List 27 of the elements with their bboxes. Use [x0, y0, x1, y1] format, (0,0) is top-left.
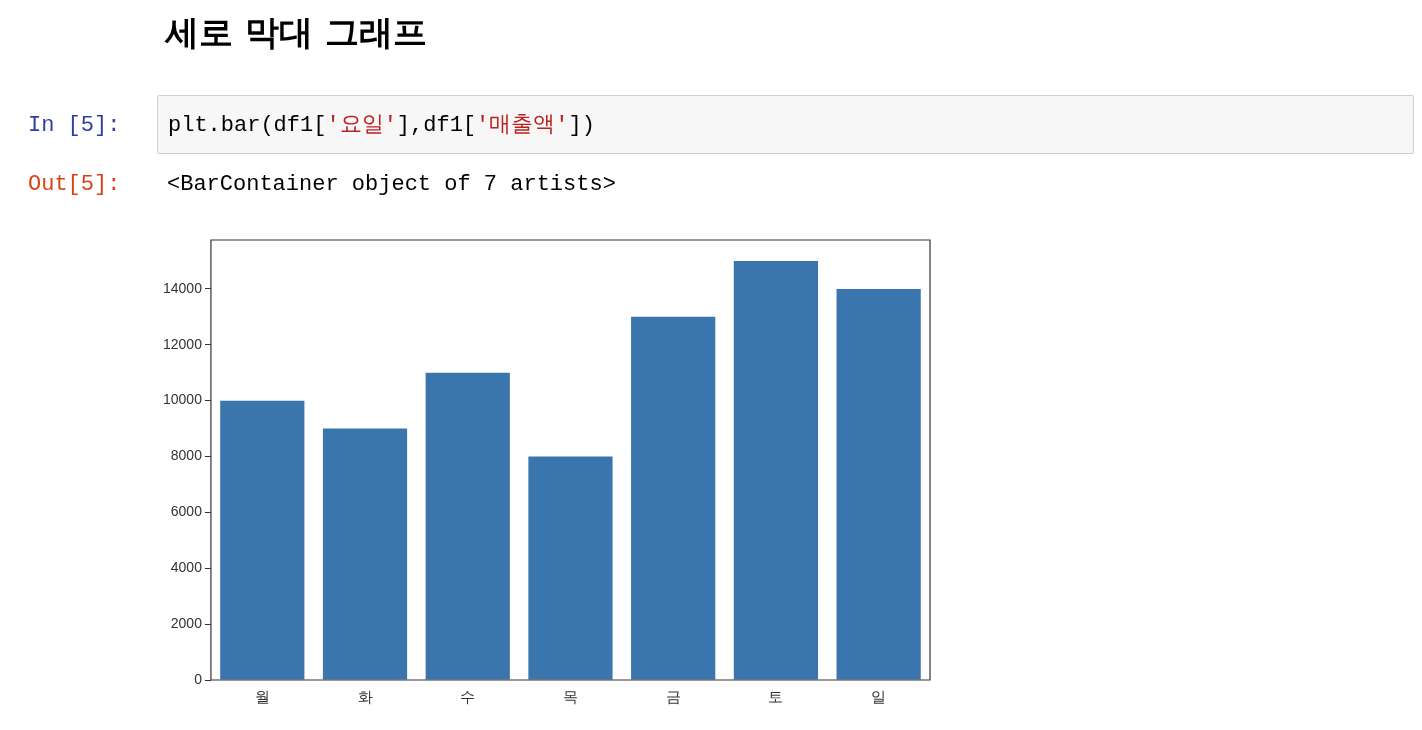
- text: In [5]:: [28, 113, 121, 138]
- bar: [220, 400, 305, 680]
- y-tick-label: 10000: [162, 391, 203, 408]
- y-tick-label: 4000: [170, 559, 203, 576]
- text: Out[5]:: [28, 172, 121, 197]
- bar: [733, 260, 819, 680]
- y-tick-label: 12000: [162, 335, 203, 352]
- x-tick-label: 수: [460, 688, 476, 706]
- chart-title: 세로 막대 그래프: [165, 11, 427, 54]
- x-tick-label: 월: [254, 688, 270, 706]
- bar: [322, 428, 408, 680]
- y-tick-label: 0: [194, 670, 203, 687]
- x-tick-label: 목: [562, 688, 578, 706]
- bar: [528, 456, 613, 680]
- x-tick-label: 토: [768, 688, 784, 706]
- x-tick-label: 금: [665, 688, 681, 706]
- y-tick-label: 6000: [170, 503, 203, 520]
- bar: [631, 316, 716, 680]
- y-tick-label: 8000: [170, 447, 203, 464]
- bar: [425, 372, 510, 680]
- x-tick-label: 일: [871, 688, 887, 706]
- bar: [836, 288, 921, 680]
- x-tick-label: 화: [357, 688, 373, 706]
- y-tick-label: 14000: [162, 279, 203, 296]
- y-tick-label: 2000: [170, 614, 203, 631]
- text: plt.bar(df1['요일'],df1['매출액']): [168, 113, 595, 138]
- text: <BarContainer object of 7 artists>: [167, 172, 616, 197]
